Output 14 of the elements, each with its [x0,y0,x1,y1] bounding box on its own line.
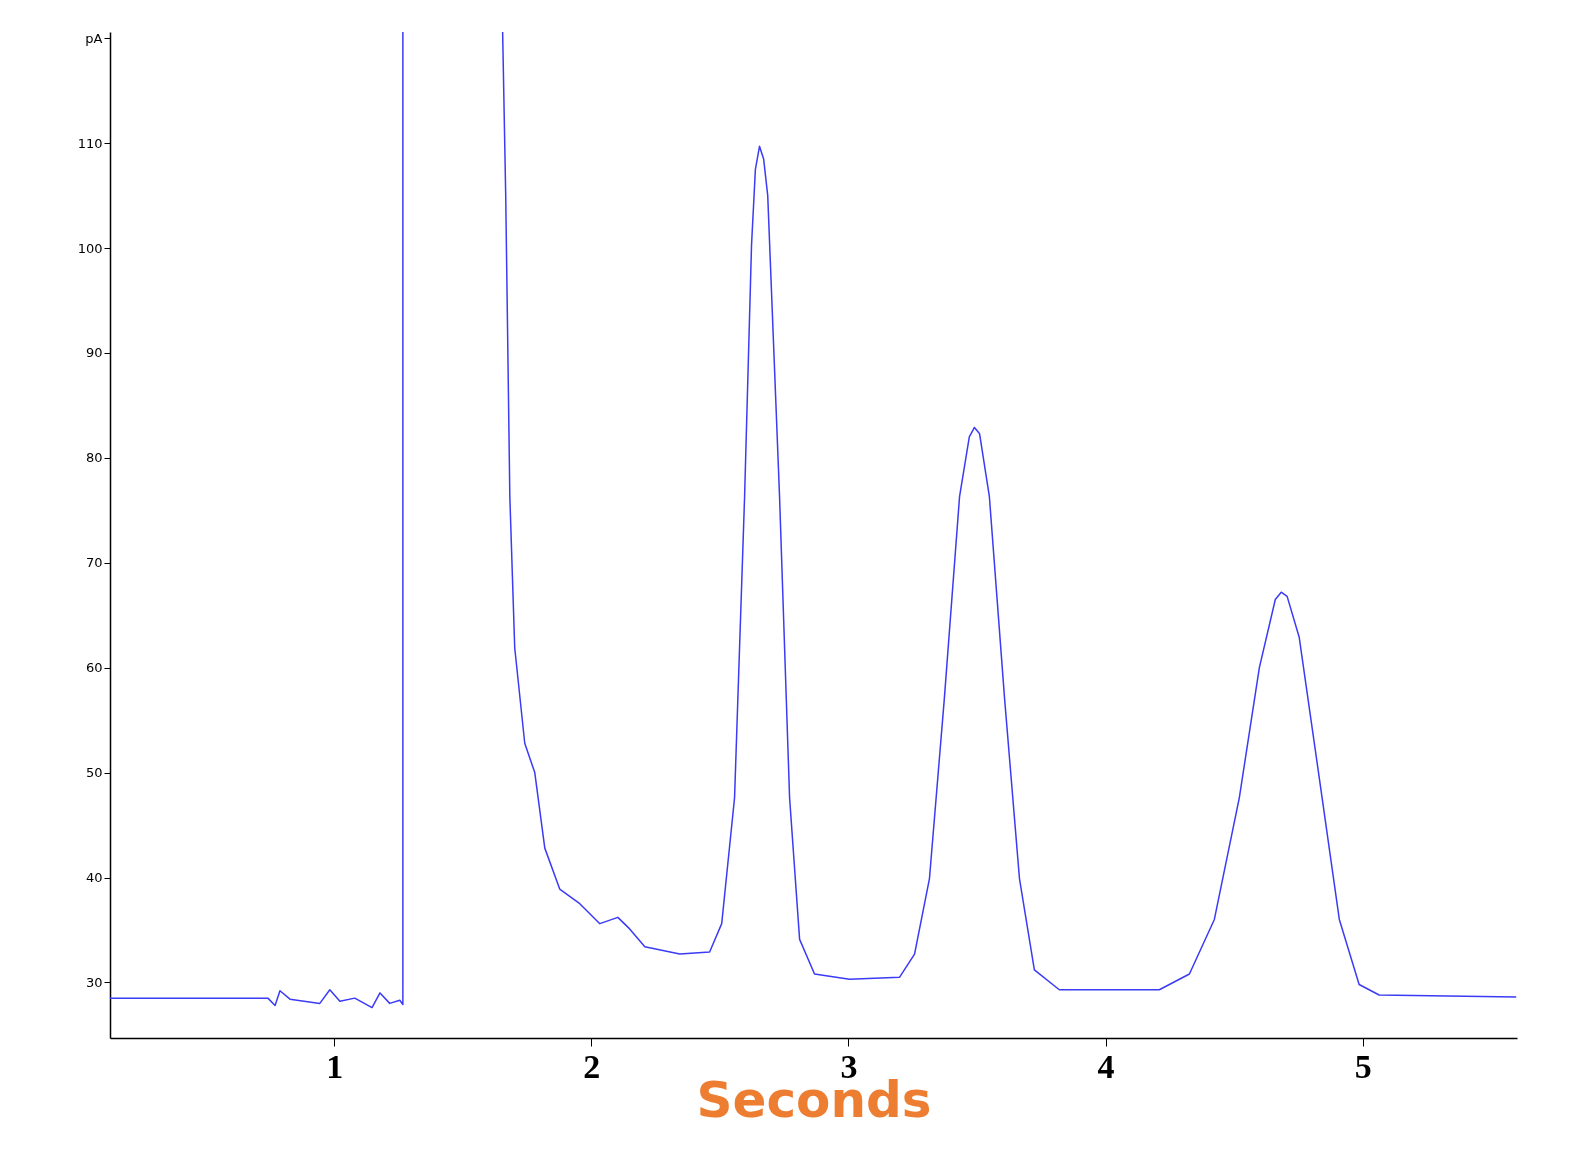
y-tick-label: 90 [85,345,103,361]
y-tick-label: 60 [85,660,103,676]
x-tick-label: 2 [583,1047,601,1085]
y-tick-label: 110 [77,135,103,151]
y-tick-label: 70 [85,555,103,571]
y-tick-label: 100 [77,240,103,256]
y-tick-label: pA [85,30,103,46]
y-tick-label: 80 [85,450,103,466]
y-tick-label: 40 [85,870,103,885]
x-tick-label: 4 [1097,1047,1115,1085]
x-tick-label: 5 [1354,1047,1372,1085]
x-tick-label: 1 [326,1047,344,1085]
y-tick-label: 30 [85,974,103,990]
y-tick-label: 50 [85,765,103,781]
